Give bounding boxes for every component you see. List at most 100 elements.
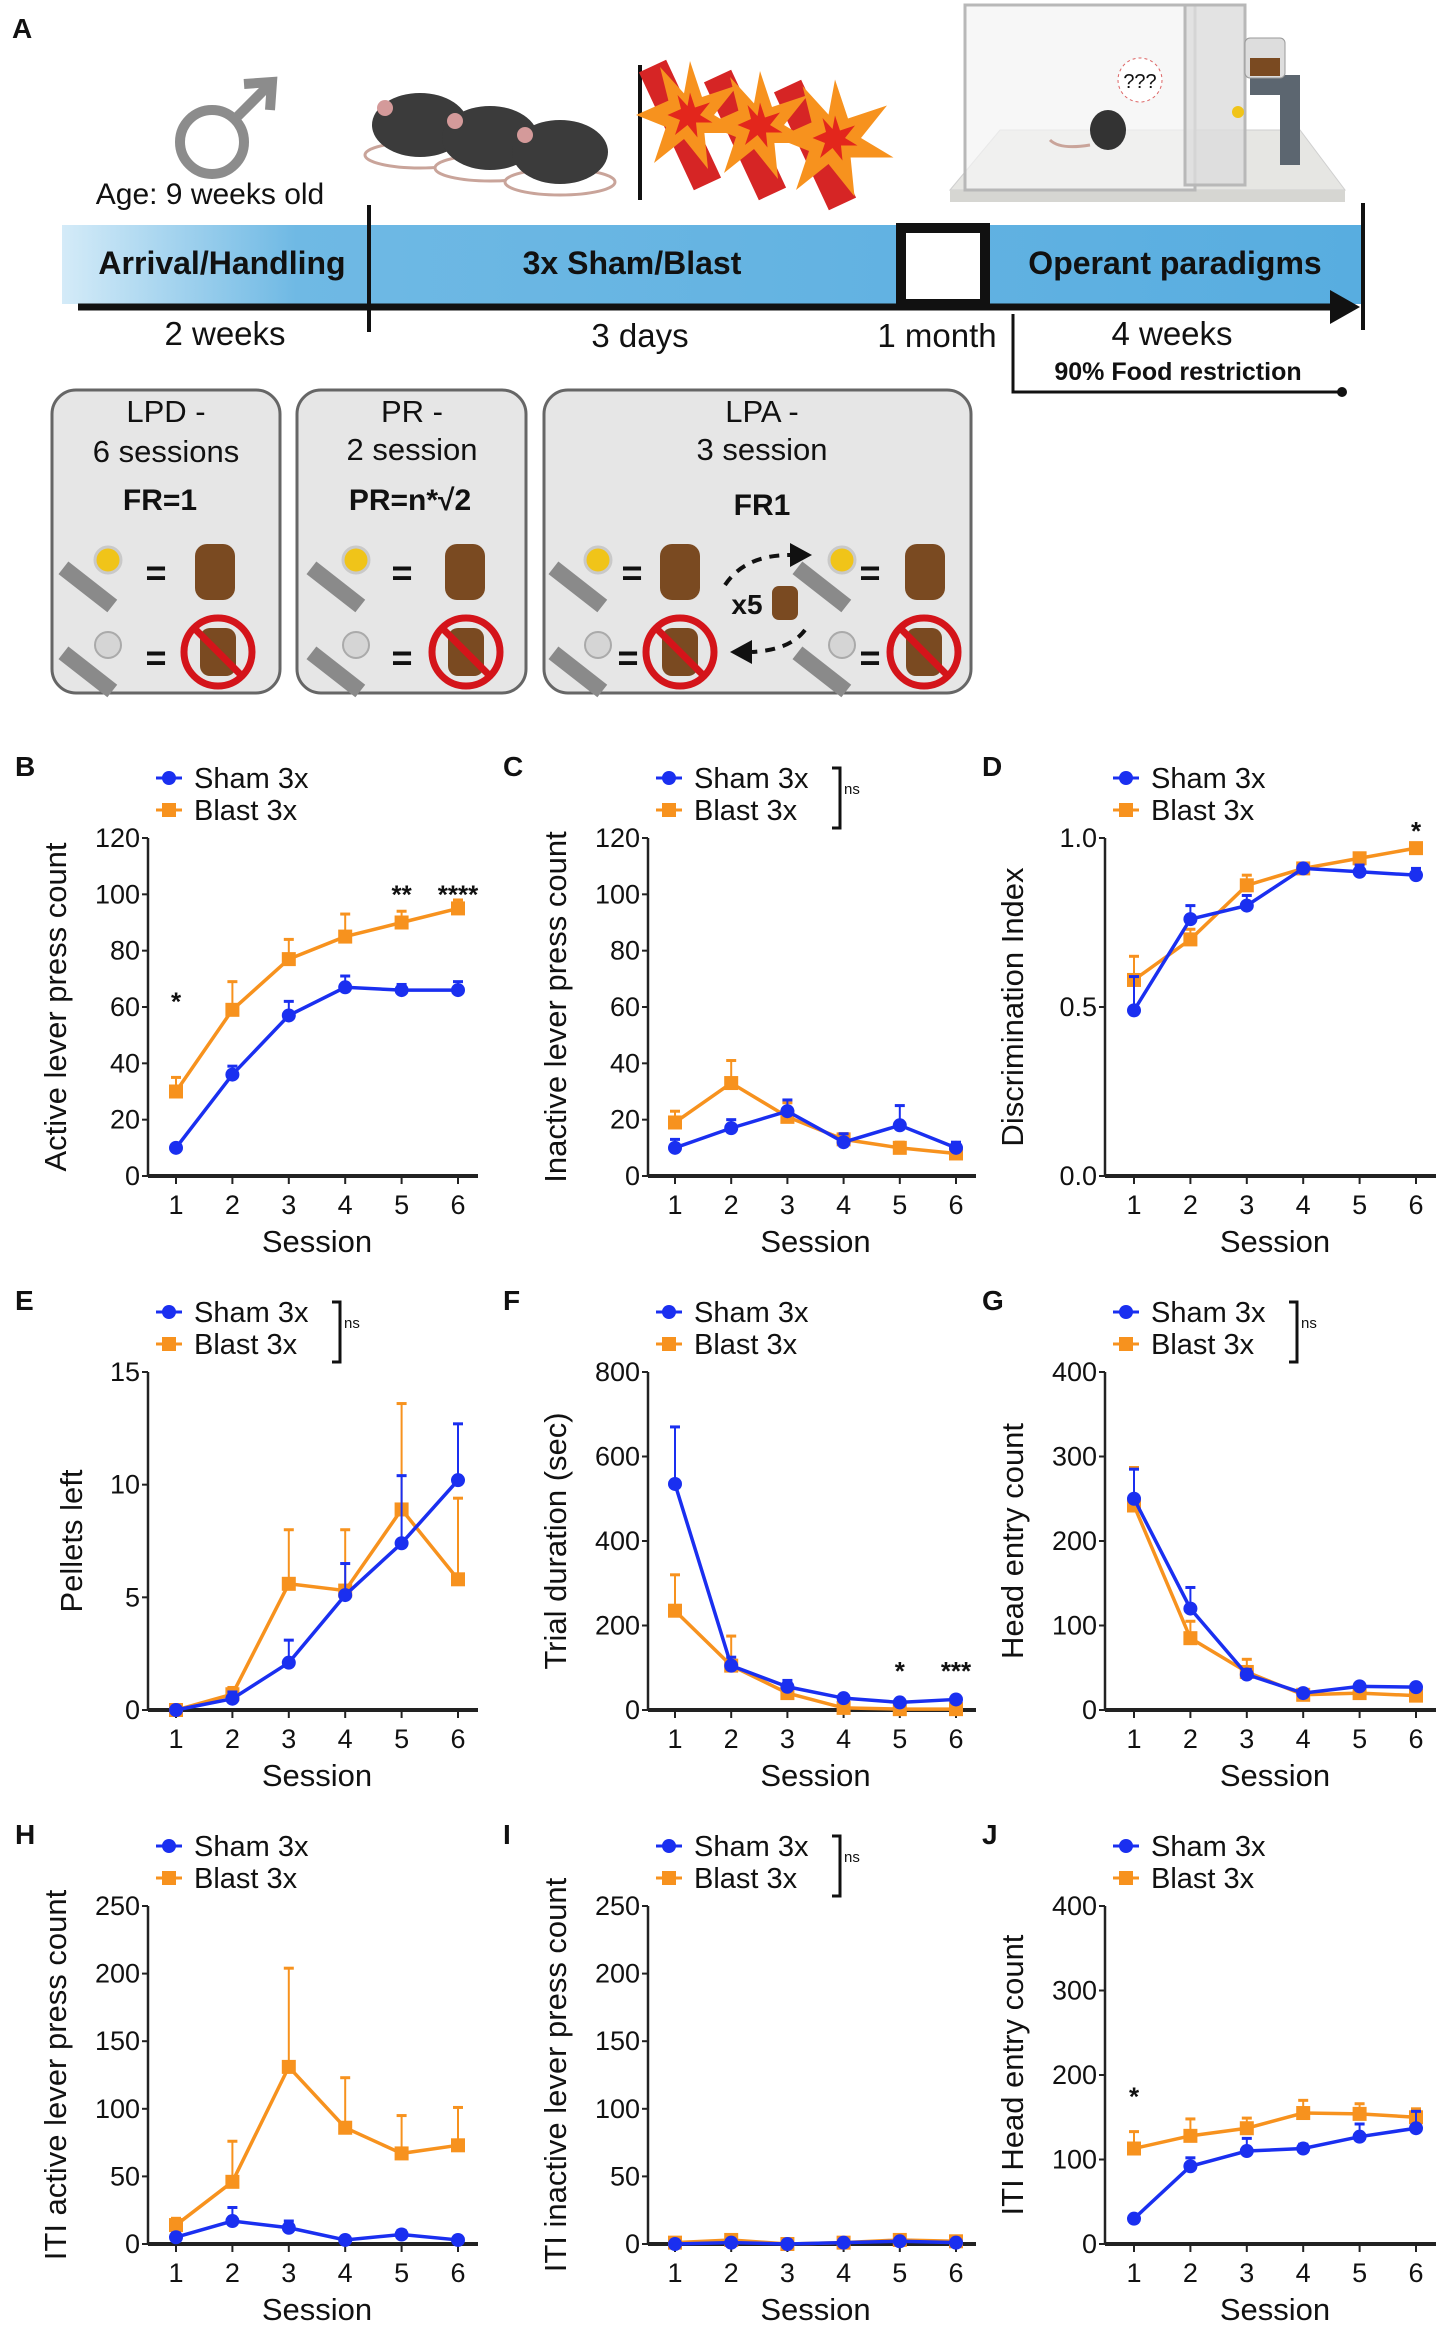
x-tick-label: 1: [667, 1724, 682, 1754]
data-point: [338, 2120, 353, 2135]
data-point: [892, 1140, 907, 1155]
y-tick-label: 150: [95, 2026, 140, 2056]
x-tick-label: 5: [892, 2258, 907, 2288]
data-point: [451, 901, 465, 916]
y-tick-label: 400: [595, 1526, 640, 1556]
y-tick-label: 100: [1052, 2145, 1097, 2175]
data-point: [225, 1002, 240, 1017]
data-point: [1127, 2141, 1141, 2156]
x-tick-label: 6: [1408, 1190, 1423, 1220]
data-point: [892, 1118, 907, 1133]
box-title: LPA -: [725, 394, 799, 429]
series-blast: [1127, 1465, 1423, 1703]
timeline-segment-arrival: Arrival/Handling: [98, 245, 345, 281]
duration-1-month: 1 month: [877, 317, 996, 354]
pellet-icon: [660, 544, 700, 600]
data-point: [281, 952, 296, 967]
data-point: [668, 1140, 682, 1155]
panel-letter: E: [15, 1285, 34, 1316]
y-tick-label: 0: [1082, 2229, 1097, 2259]
box-schedule: FR1: [734, 489, 791, 522]
legend-marker: [662, 803, 676, 817]
significance-bracket: [832, 1834, 842, 1898]
box-sessions: 2 session: [347, 432, 478, 467]
legend-marker: [662, 1337, 676, 1351]
cycle-arrow-icon: [751, 628, 807, 654]
significance-label: ns: [344, 1315, 360, 1332]
legend-label: Sham 3x: [194, 1831, 309, 1863]
y-tick-label: 0: [1082, 1695, 1097, 1725]
y-axis-title: Trial duration (sec): [538, 1412, 573, 1669]
y-tick-label: 0: [125, 1161, 140, 1191]
duration-2-weeks: 2 weeks: [164, 315, 285, 352]
y-tick-label: 200: [1052, 2060, 1097, 2090]
timeline-segment-operant: Operant paradigms: [1028, 245, 1321, 281]
chart-panel-c: C 0 20 40 60 80 100 120 1 2 3 4 5 6 Session Inactive le…: [503, 751, 976, 1259]
box-schedule: FR=1: [123, 484, 197, 517]
x-tick-label: 5: [394, 1724, 409, 1754]
x-axis-title: Session: [760, 1758, 870, 1793]
data-point: [169, 1703, 183, 1717]
y-tick-label: 10: [110, 1470, 140, 1500]
y-axis-title: Discrimination Index: [995, 867, 1030, 1147]
chart-panel-j: J 0 100 200 300 400 1 2 3 4 5 6 Session ITI Head entr…: [982, 1819, 1436, 2327]
series-line: [674, 2239, 957, 2246]
equals-sign: =: [617, 637, 638, 678]
x-tick-label: 3: [281, 2258, 296, 2288]
data-point: [836, 1700, 851, 1715]
legend-marker: [662, 1871, 676, 1885]
timeline: Arrival/Handling 3x Sham/Blast Operant p…: [62, 203, 1365, 397]
x-tick-label: 1: [667, 2258, 682, 2288]
x-tick-label: 4: [836, 1190, 851, 1220]
y-tick-label: 100: [95, 2094, 140, 2124]
panel-letter: C: [503, 751, 523, 782]
data-point: [780, 2237, 795, 2251]
data-point: [1127, 2211, 1141, 2226]
data-point: [338, 1588, 353, 1603]
x-tick-label: 4: [338, 1724, 353, 1754]
legend-label: Blast 3x: [694, 1863, 798, 1895]
data-point: [225, 2214, 240, 2229]
x-axis-title: Session: [262, 2292, 372, 2327]
y-axis-title: ITI Head entry count: [995, 1934, 1030, 2215]
data-point: [1239, 878, 1254, 893]
series-blast: [668, 1573, 963, 1717]
legend-marker: [162, 1337, 176, 1351]
x-tick-label: 6: [948, 1190, 963, 1220]
series-sham: [169, 2205, 465, 2247]
x-tick-label: 6: [1408, 1724, 1423, 1754]
equals-sign: =: [859, 552, 880, 593]
x-tick-label: 6: [948, 1724, 963, 1754]
data-point: [1183, 912, 1198, 927]
x-tick-label: 4: [1296, 2258, 1311, 2288]
legend-marker: [1119, 1871, 1133, 1885]
chart-panel-i: I 0 50 100 150 200 250 1 2 3 4 5 6 Session ITI inactiv…: [503, 1819, 976, 2327]
legend-marker: [662, 1839, 676, 1853]
x-tick-label: 2: [225, 1190, 240, 1220]
x-tick-label: 4: [1296, 1724, 1311, 1754]
timeline-break: [896, 223, 990, 309]
pellet-icon: [445, 544, 485, 600]
box-title: PR -: [381, 394, 443, 429]
significance-label: ns: [1301, 1315, 1317, 1332]
y-tick-label: 400: [1052, 1357, 1097, 1387]
series-line: [174, 2063, 459, 2227]
x-tick-label: 3: [1239, 2258, 1254, 2288]
data-point: [1296, 1686, 1311, 1701]
y-tick-label: 200: [1052, 1526, 1097, 1556]
thought-bubble-text: ???: [1123, 71, 1156, 93]
data-point: [338, 980, 353, 995]
x-axis-title: Session: [760, 1224, 870, 1259]
x-axis-title: Session: [1220, 1758, 1330, 1793]
data-point: [451, 2138, 465, 2153]
series-sham: [169, 974, 465, 1155]
y-tick-label: 800: [595, 1357, 640, 1387]
data-point: [225, 2174, 240, 2189]
series-sham: [668, 2234, 963, 2251]
y-tick-label: 250: [595, 1891, 640, 1921]
data-point: [1183, 1601, 1198, 1616]
duration-4-weeks: 4 weeks: [1111, 315, 1232, 352]
data-point: [1296, 2106, 1311, 2121]
